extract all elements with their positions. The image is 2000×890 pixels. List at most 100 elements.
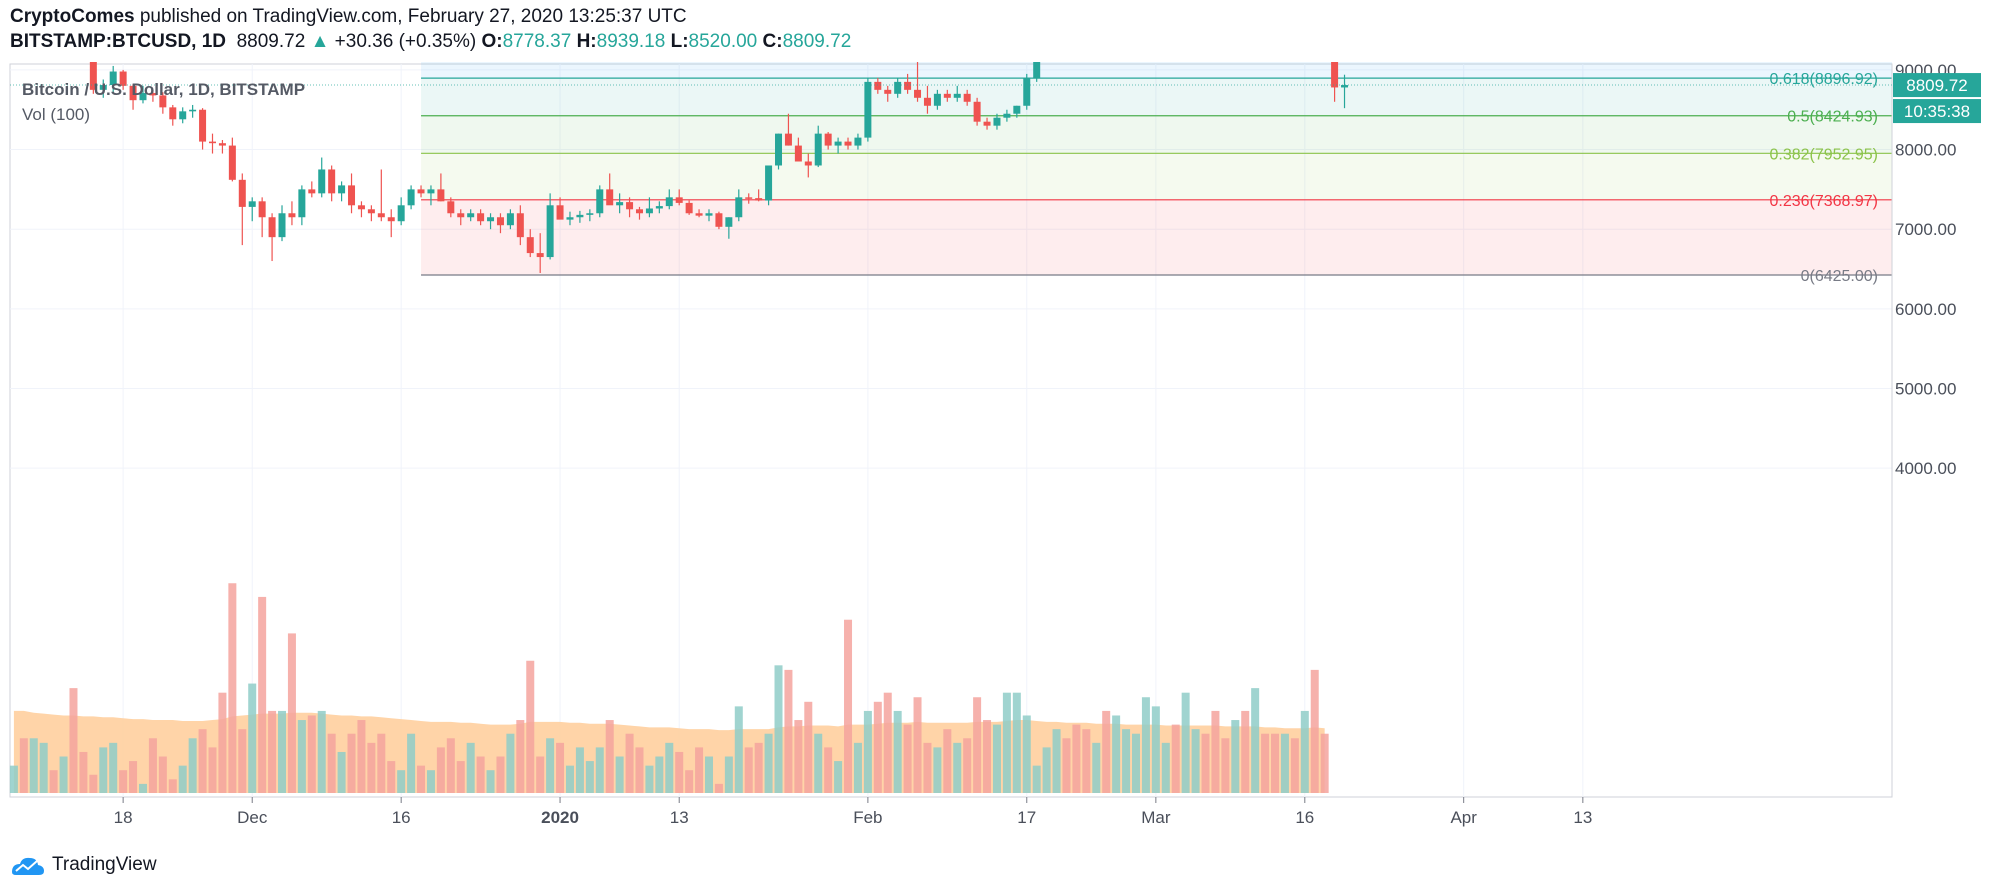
candle-body [487,217,495,222]
volume-bar [1211,710,1220,793]
candle-body [794,145,802,162]
volume-bar [1300,710,1309,793]
volume-bar [1092,742,1101,793]
volume-bar [297,720,306,793]
candle-body [477,213,485,222]
candle-body [874,81,882,90]
candle-body [417,189,425,194]
candle-body [685,202,693,214]
candle-body [99,85,107,90]
volume-bar [714,783,723,793]
fibonacci-retracement[interactable]: 1(10424.87)0.786(9568.90)0.618(8896.92)0… [421,62,1892,285]
price-chart[interactable]: 1(10424.87)0.786(9568.90)0.618(8896.92)0… [0,62,2000,842]
volume-bar [327,733,336,793]
volume-bar [1151,706,1160,793]
volume-bar [1261,733,1270,793]
volume-bar [1052,729,1061,793]
candle-body [427,189,435,194]
volume-bar [129,761,138,793]
volume-bar [29,738,38,793]
volume-bar [1271,733,1280,793]
brand-name[interactable]: TradingView [52,854,157,875]
volume-bar [983,720,992,793]
candle-body [308,189,316,194]
volume-bar [407,733,416,793]
candle-body [983,121,991,126]
tradingview-logo-icon [12,857,44,875]
volume-bar [426,770,435,793]
volume-bar [99,747,108,793]
candle-body [1331,62,1339,88]
author-name[interactable]: CryptoComes [10,6,135,27]
candle-body [526,237,534,254]
volume-bar [1032,765,1041,793]
candle-body [248,201,256,207]
candle-body [288,213,296,218]
candle-body [635,209,643,214]
volume-bar [1181,692,1190,793]
candle-body [655,206,663,209]
volume-bar [496,756,505,793]
volume-bar [89,774,98,793]
volume-bar [307,715,316,793]
x-tick-label: 16 [1295,808,1314,827]
candle-body [209,141,216,144]
volume-bar [883,692,892,793]
current-price-label: 8809.72 [1906,76,1967,95]
candle-body [457,213,465,218]
y-tick-label: 4000.00 [1895,459,1956,478]
close-value: 8809.72 [782,31,852,52]
fib-level-label: 0.236(7368.97) [1769,193,1878,210]
volume-bar [1062,738,1071,793]
candle-body [218,143,226,146]
x-tick-label: 18 [114,808,133,827]
candle-body [278,213,286,238]
volume-bar [705,756,713,793]
volume-bar [824,747,833,793]
candle-body [745,197,753,199]
candle-body [1341,85,1349,88]
grid [10,64,1892,797]
candle-body [228,145,236,180]
volume-bar [486,770,495,793]
candle-body [367,209,375,214]
candle-body [338,185,346,194]
volume-bar [595,747,604,793]
candle-body [705,213,713,216]
candle-body [973,101,981,122]
volume-bar [1112,715,1121,793]
volume-bar [953,742,962,793]
countdown-label: 10:35:38 [1904,102,1970,121]
volume-bar [1122,729,1131,793]
candle-body [318,169,326,194]
candle-body [189,109,197,112]
volume-bar [387,761,396,793]
axes: 4000.005000.006000.007000.008000.009000.… [10,62,1981,827]
candle-body [645,208,653,214]
volume-bar [675,751,684,793]
candle-body [377,213,385,218]
volume-bar [943,729,952,793]
volume-bar [278,710,287,793]
volume-bar [863,710,872,793]
y-tick-label: 7000.00 [1895,220,1956,239]
volume-bar [9,765,18,793]
candle-body [606,189,614,206]
volume-bar [1131,733,1140,793]
candle-body [626,202,634,210]
candle-body [506,213,514,226]
volume-bar [1221,738,1230,793]
volume-bar [1241,710,1250,793]
candle-body [834,141,842,146]
volume-bar [417,765,426,793]
volume-bar [913,697,922,793]
candle-body [923,97,931,106]
candle-body [775,133,783,166]
volume-bar [546,738,555,793]
candle-body [328,169,336,194]
candle-body [904,81,912,90]
candle-body [348,185,356,206]
up-triangle-icon: ▲ [310,31,330,52]
volume-bar [1102,710,1111,793]
candle-body [725,217,733,227]
